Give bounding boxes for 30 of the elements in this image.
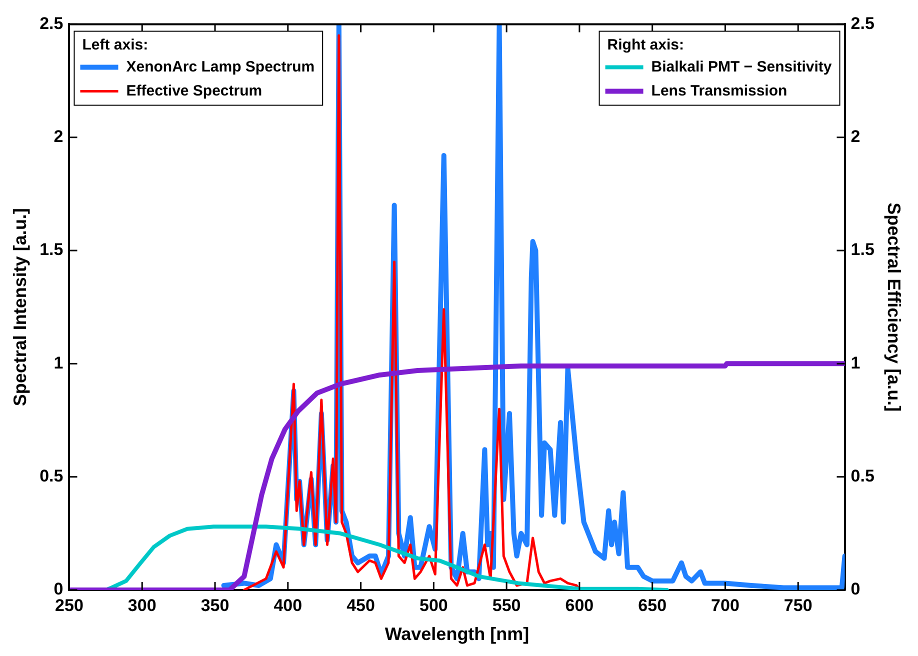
y-tick-label: 1 [54,353,64,372]
y2-tick-label: 0.5 [850,466,874,486]
y2-tick-label: 0 [850,580,860,599]
legend-label: Lens Transmission [651,82,788,100]
x-axis-title: Wavelength [nm] [384,624,530,644]
legend-label: Bialkali PMT − Sensitivity [651,58,832,76]
y-tick-label: 2 [54,127,64,146]
x-tick-label: 450 [346,596,375,615]
x-tick-label: 500 [419,596,448,615]
legend-label: Effective Spectrum [126,82,262,100]
x-tick-label: 350 [200,596,230,615]
x-tick-label: 550 [492,596,521,615]
x-tick-label: 650 [638,596,667,615]
legend-label: XenonArc Lamp Spectrum [126,58,315,76]
y2-axis-title: Spectral Efficiency [a.u.] [884,202,904,412]
y2-tick-label: 2 [850,127,860,146]
annotation: Right axis: [607,36,684,54]
x-tick-label: 600 [565,596,594,615]
x-tick-label: 750 [784,596,812,615]
x-tick-label: 300 [128,596,156,615]
y-tick-label: 0.5 [40,466,64,486]
x-tick-label: 400 [274,596,302,615]
annotation: Left axis: [82,36,148,54]
y2-tick-label: 2.5 [850,14,874,33]
y-tick-label: 2.5 [40,14,64,33]
y-axis-title: Spectral Intensity [a.u.] [10,208,30,406]
x-tick-label: 700 [711,596,740,615]
y-tick-label: 1.5 [40,240,64,260]
y2-tick-label: 1.5 [850,240,874,260]
y2-tick-label: 1 [850,353,860,372]
